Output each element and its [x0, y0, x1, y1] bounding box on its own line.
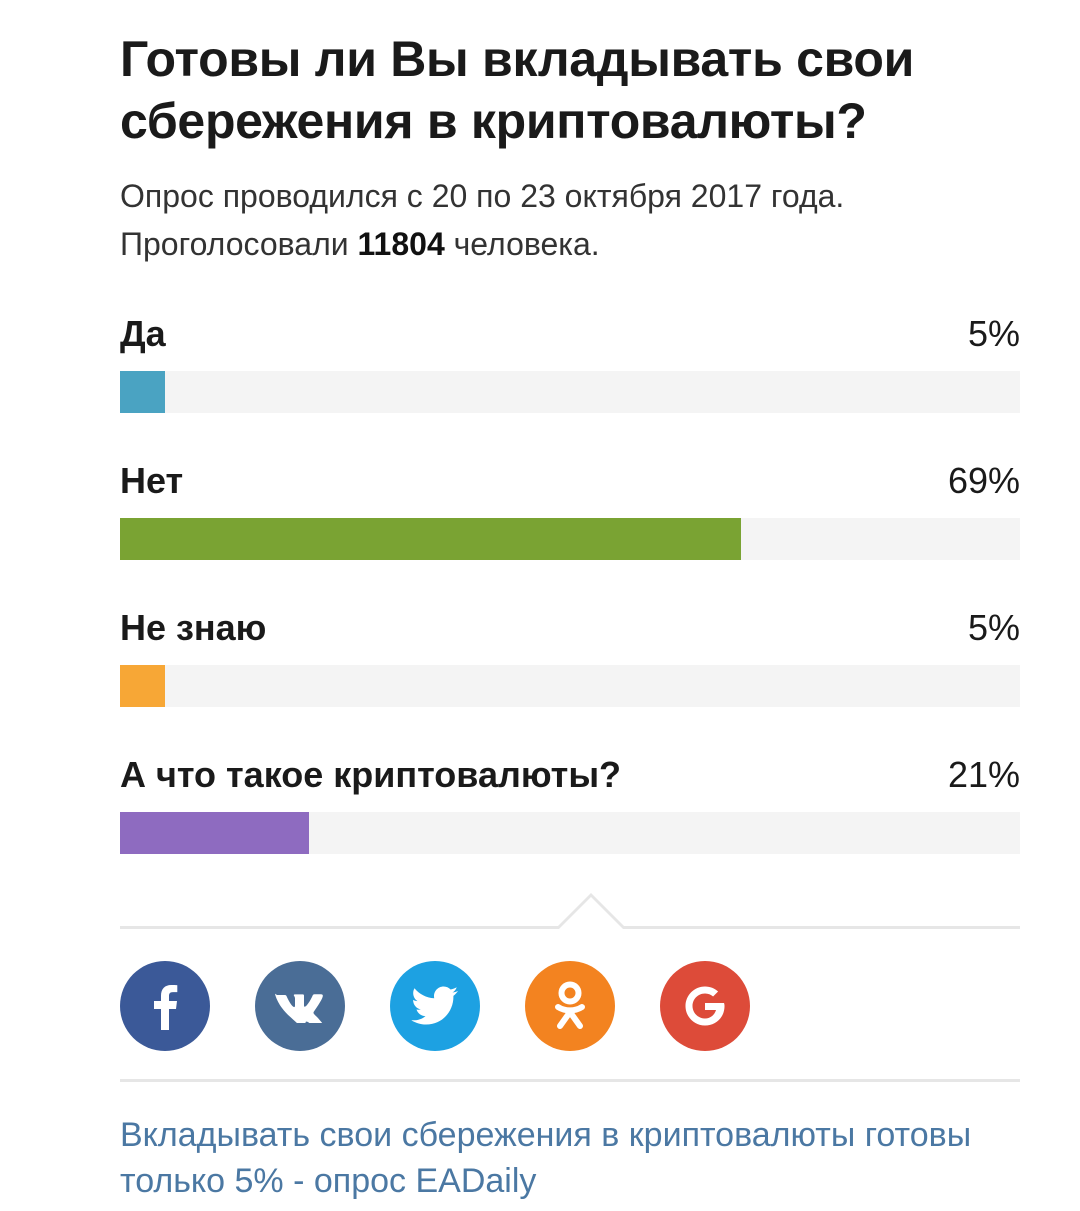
poll-option-what-is: А что такое криптовалюты? 21%: [120, 751, 1020, 854]
share-twitter-button[interactable]: [390, 961, 480, 1051]
article-link[interactable]: Вкладывать свои сбережения в криптовалют…: [120, 1116, 972, 1200]
option-label: Нет: [120, 460, 184, 501]
poll-option-yes: Да 5%: [120, 310, 1020, 413]
votes-suffix: человека.: [444, 226, 600, 262]
option-bar-track: [120, 518, 1020, 560]
option-percent: 69%: [947, 460, 1020, 501]
option-bar-track: [120, 665, 1020, 707]
option-label: Не знаю: [120, 607, 267, 648]
option-bar-track: [120, 371, 1020, 413]
option-bar-fill: [120, 812, 309, 854]
option-bar-fill: [120, 371, 165, 413]
share-odnoklassniki-button[interactable]: [525, 961, 615, 1051]
google-icon: [685, 986, 725, 1026]
option-bar-track: [120, 812, 1020, 854]
share-facebook-button[interactable]: [120, 961, 210, 1051]
share-bar: [120, 961, 1020, 1051]
option-label: Да: [120, 313, 166, 354]
option-percent: 5%: [967, 313, 1020, 354]
poll-title: Готовы ли Вы вкладывать свои сбережения …: [120, 31, 915, 149]
poll-option-dont-know: Не знаю 5%: [120, 604, 1020, 707]
option-percent: 5%: [967, 607, 1020, 648]
divider-notch-inner: [558, 897, 624, 930]
option-bar-fill: [120, 665, 165, 707]
poll-subtitle: Опрос проводился с 20 по 23 октября 2017…: [120, 172, 1020, 268]
option-bar-fill: [120, 518, 741, 560]
twitter-icon: [411, 986, 458, 1025]
share-vk-button[interactable]: [255, 961, 345, 1051]
share-google-button[interactable]: [660, 961, 750, 1051]
votes-count: 11804: [357, 226, 445, 262]
option-label: А что такое криптовалюты?: [120, 754, 622, 795]
poll-option-no: Нет 69%: [120, 457, 1020, 560]
vk-icon: [275, 993, 323, 1023]
option-percent: 21%: [947, 754, 1020, 795]
poll-dates: Опрос проводился с 20 по 23 октября 2017…: [120, 178, 845, 214]
votes-prefix: Проголосовали: [120, 226, 358, 262]
facebook-icon: [154, 985, 178, 1030]
odnoklassniki-icon: [555, 981, 585, 1029]
divider: [120, 1079, 1020, 1082]
